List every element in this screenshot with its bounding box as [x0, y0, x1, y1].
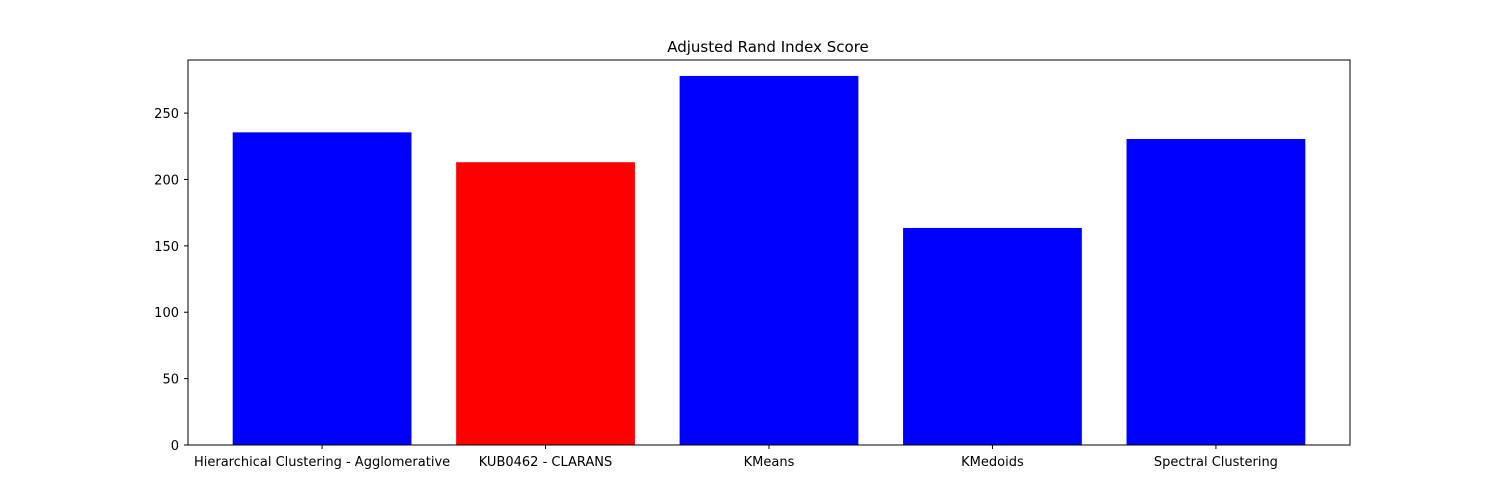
- y-tick-label-4: 200: [154, 173, 179, 188]
- y-tick-label-2: 100: [154, 306, 179, 321]
- bar-2: [679, 75, 859, 446]
- x-tick-label-1: KUB0462 - CLARANS: [479, 455, 613, 470]
- x-tick-label-4: Spectral Clustering: [1154, 455, 1278, 470]
- y-axis: 0 50 100 150 200 250: [154, 107, 188, 454]
- y-tick-label-5: 250: [154, 107, 179, 122]
- plot-frame: [187, 59, 1351, 446]
- bar-1: [456, 162, 635, 446]
- y-tick-label-0: 0: [171, 439, 179, 454]
- x-tick-label-3: KMedoids: [961, 455, 1024, 470]
- bar-3: [903, 227, 1082, 445]
- chart-title: Adjusted Rand Index Score: [667, 38, 869, 56]
- bars-layer: [232, 75, 1306, 446]
- x-tick-label-2: KMeans: [744, 455, 795, 470]
- y-tick-label-3: 150: [154, 240, 179, 255]
- x-tick-label-0: Hierarchical Clustering - Agglomerative: [194, 455, 450, 470]
- x-axis: Hierarchical Clustering - Agglomerative K…: [194, 445, 1278, 470]
- bar-0: [232, 132, 412, 445]
- bar-4: [1126, 138, 1306, 445]
- y-tick-label-1: 50: [162, 373, 179, 388]
